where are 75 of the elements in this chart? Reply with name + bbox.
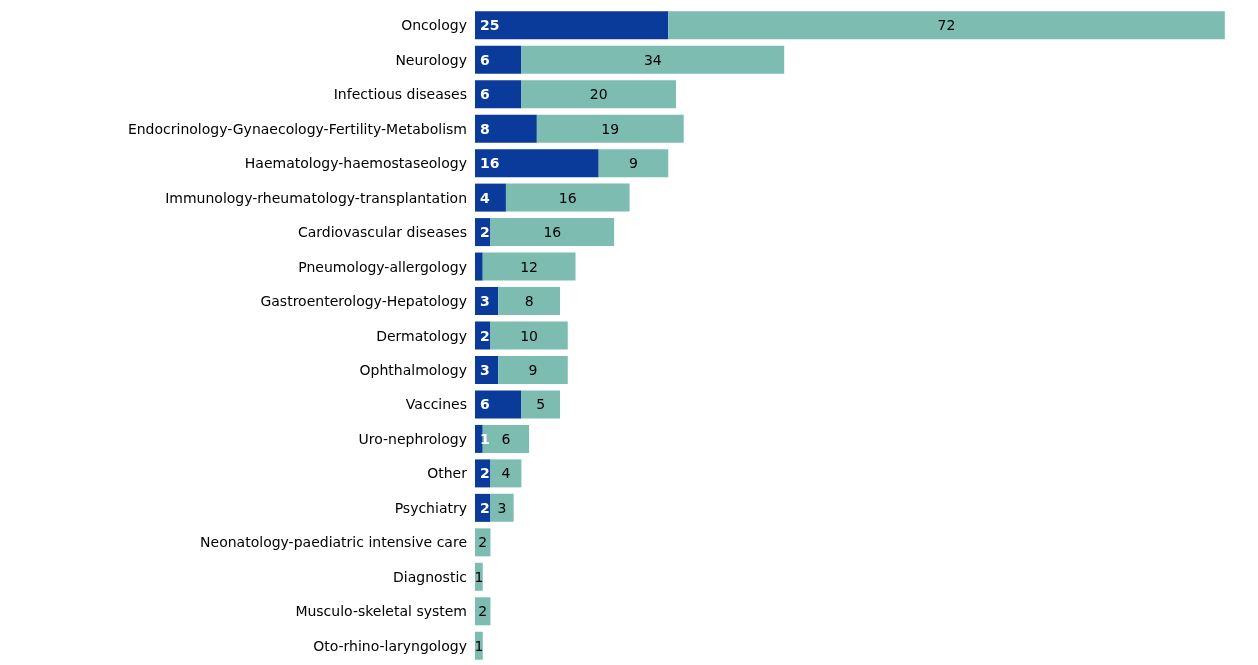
data-label: 2 (478, 603, 488, 620)
y-tick-label: Dermatology (376, 327, 467, 344)
y-tick-label: Gastroenterology-Hepatology (260, 293, 467, 310)
data-label: 8 (524, 293, 534, 310)
y-tick-label: Infectious diseases (333, 86, 467, 103)
bar (475, 390, 522, 419)
y-tick-label: Uro-nephrology (358, 430, 467, 447)
bar (475, 252, 483, 281)
data-label: 2 (478, 534, 488, 551)
bar (505, 183, 630, 212)
data-label: 16 (558, 189, 577, 206)
bar (490, 459, 522, 488)
y-tick-label: Pneumology-allergology (298, 258, 467, 275)
data-label: 2 (480, 499, 490, 516)
data-label: 6 (480, 396, 490, 413)
data-label: 5 (536, 396, 546, 413)
data-label: 2 (480, 327, 490, 344)
y-tick-label: Musculo-skeletal system (295, 603, 467, 620)
y-tick-label: Other (427, 465, 468, 482)
y-tick-label: Haematology-haemostaseology (244, 155, 467, 172)
data-label: 2 (480, 465, 490, 482)
bar (475, 45, 522, 74)
bar (490, 321, 568, 350)
data-label: 10 (520, 327, 539, 344)
bar (490, 493, 514, 522)
bar (475, 183, 506, 212)
data-label: 4 (501, 465, 511, 482)
data-label: 16 (480, 155, 500, 172)
data-label: 16 (543, 224, 562, 241)
bar (490, 218, 615, 247)
bar (475, 149, 599, 178)
bar (475, 114, 537, 143)
bar (521, 390, 561, 419)
bar (668, 11, 1225, 40)
bar (521, 80, 676, 109)
y-tick-label: Neonatology-paediatric intensive care (200, 534, 467, 551)
data-label: 6 (480, 51, 490, 68)
data-label: 25 (480, 17, 500, 34)
bar (536, 114, 684, 143)
y-tick-label: Oncology (401, 17, 467, 34)
bar (475, 80, 522, 109)
y-tick-label: Vaccines (405, 396, 467, 413)
y-tick-label: Immunology-rheumatology-transplantation (165, 189, 467, 206)
y-tick-label: Neurology (395, 51, 467, 68)
y-tick-label: Ophthalmology (359, 361, 467, 378)
y-tick-label: Endocrinology-Gynaecology-Fertility-Metabolism (127, 120, 467, 137)
data-label: 4 (480, 189, 490, 206)
data-label: 12 (520, 258, 539, 275)
data-label: 8 (480, 120, 490, 137)
data-label: 3 (480, 361, 490, 378)
data-label: 19 (601, 120, 620, 137)
data-label: 6 (480, 86, 490, 103)
data-label: 72 (937, 17, 956, 34)
data-label: 9 (629, 155, 638, 172)
data-label: 9 (528, 361, 538, 378)
y-tick-label: Diagnostic (393, 568, 467, 585)
bar (475, 424, 483, 453)
y-tick-label: Psychiatry (394, 499, 467, 516)
bar (475, 11, 669, 40)
bar (498, 287, 561, 316)
data-label: 20 (589, 86, 608, 103)
bar (521, 45, 785, 74)
bar (482, 424, 530, 453)
data-label: 34 (643, 51, 662, 68)
bar (598, 149, 669, 178)
y-tick-label: Oto-rhino-laryngology (313, 637, 467, 654)
data-label: 3 (480, 293, 490, 310)
data-label: 2 (480, 224, 490, 241)
data-label: 3 (497, 499, 507, 516)
data-label: 1 (474, 568, 484, 585)
bar (482, 252, 576, 281)
data-label: 6 (501, 430, 511, 447)
data-label: 1 (474, 637, 484, 654)
y-tick-label: Cardiovascular diseases (297, 224, 467, 241)
bar (498, 355, 568, 384)
